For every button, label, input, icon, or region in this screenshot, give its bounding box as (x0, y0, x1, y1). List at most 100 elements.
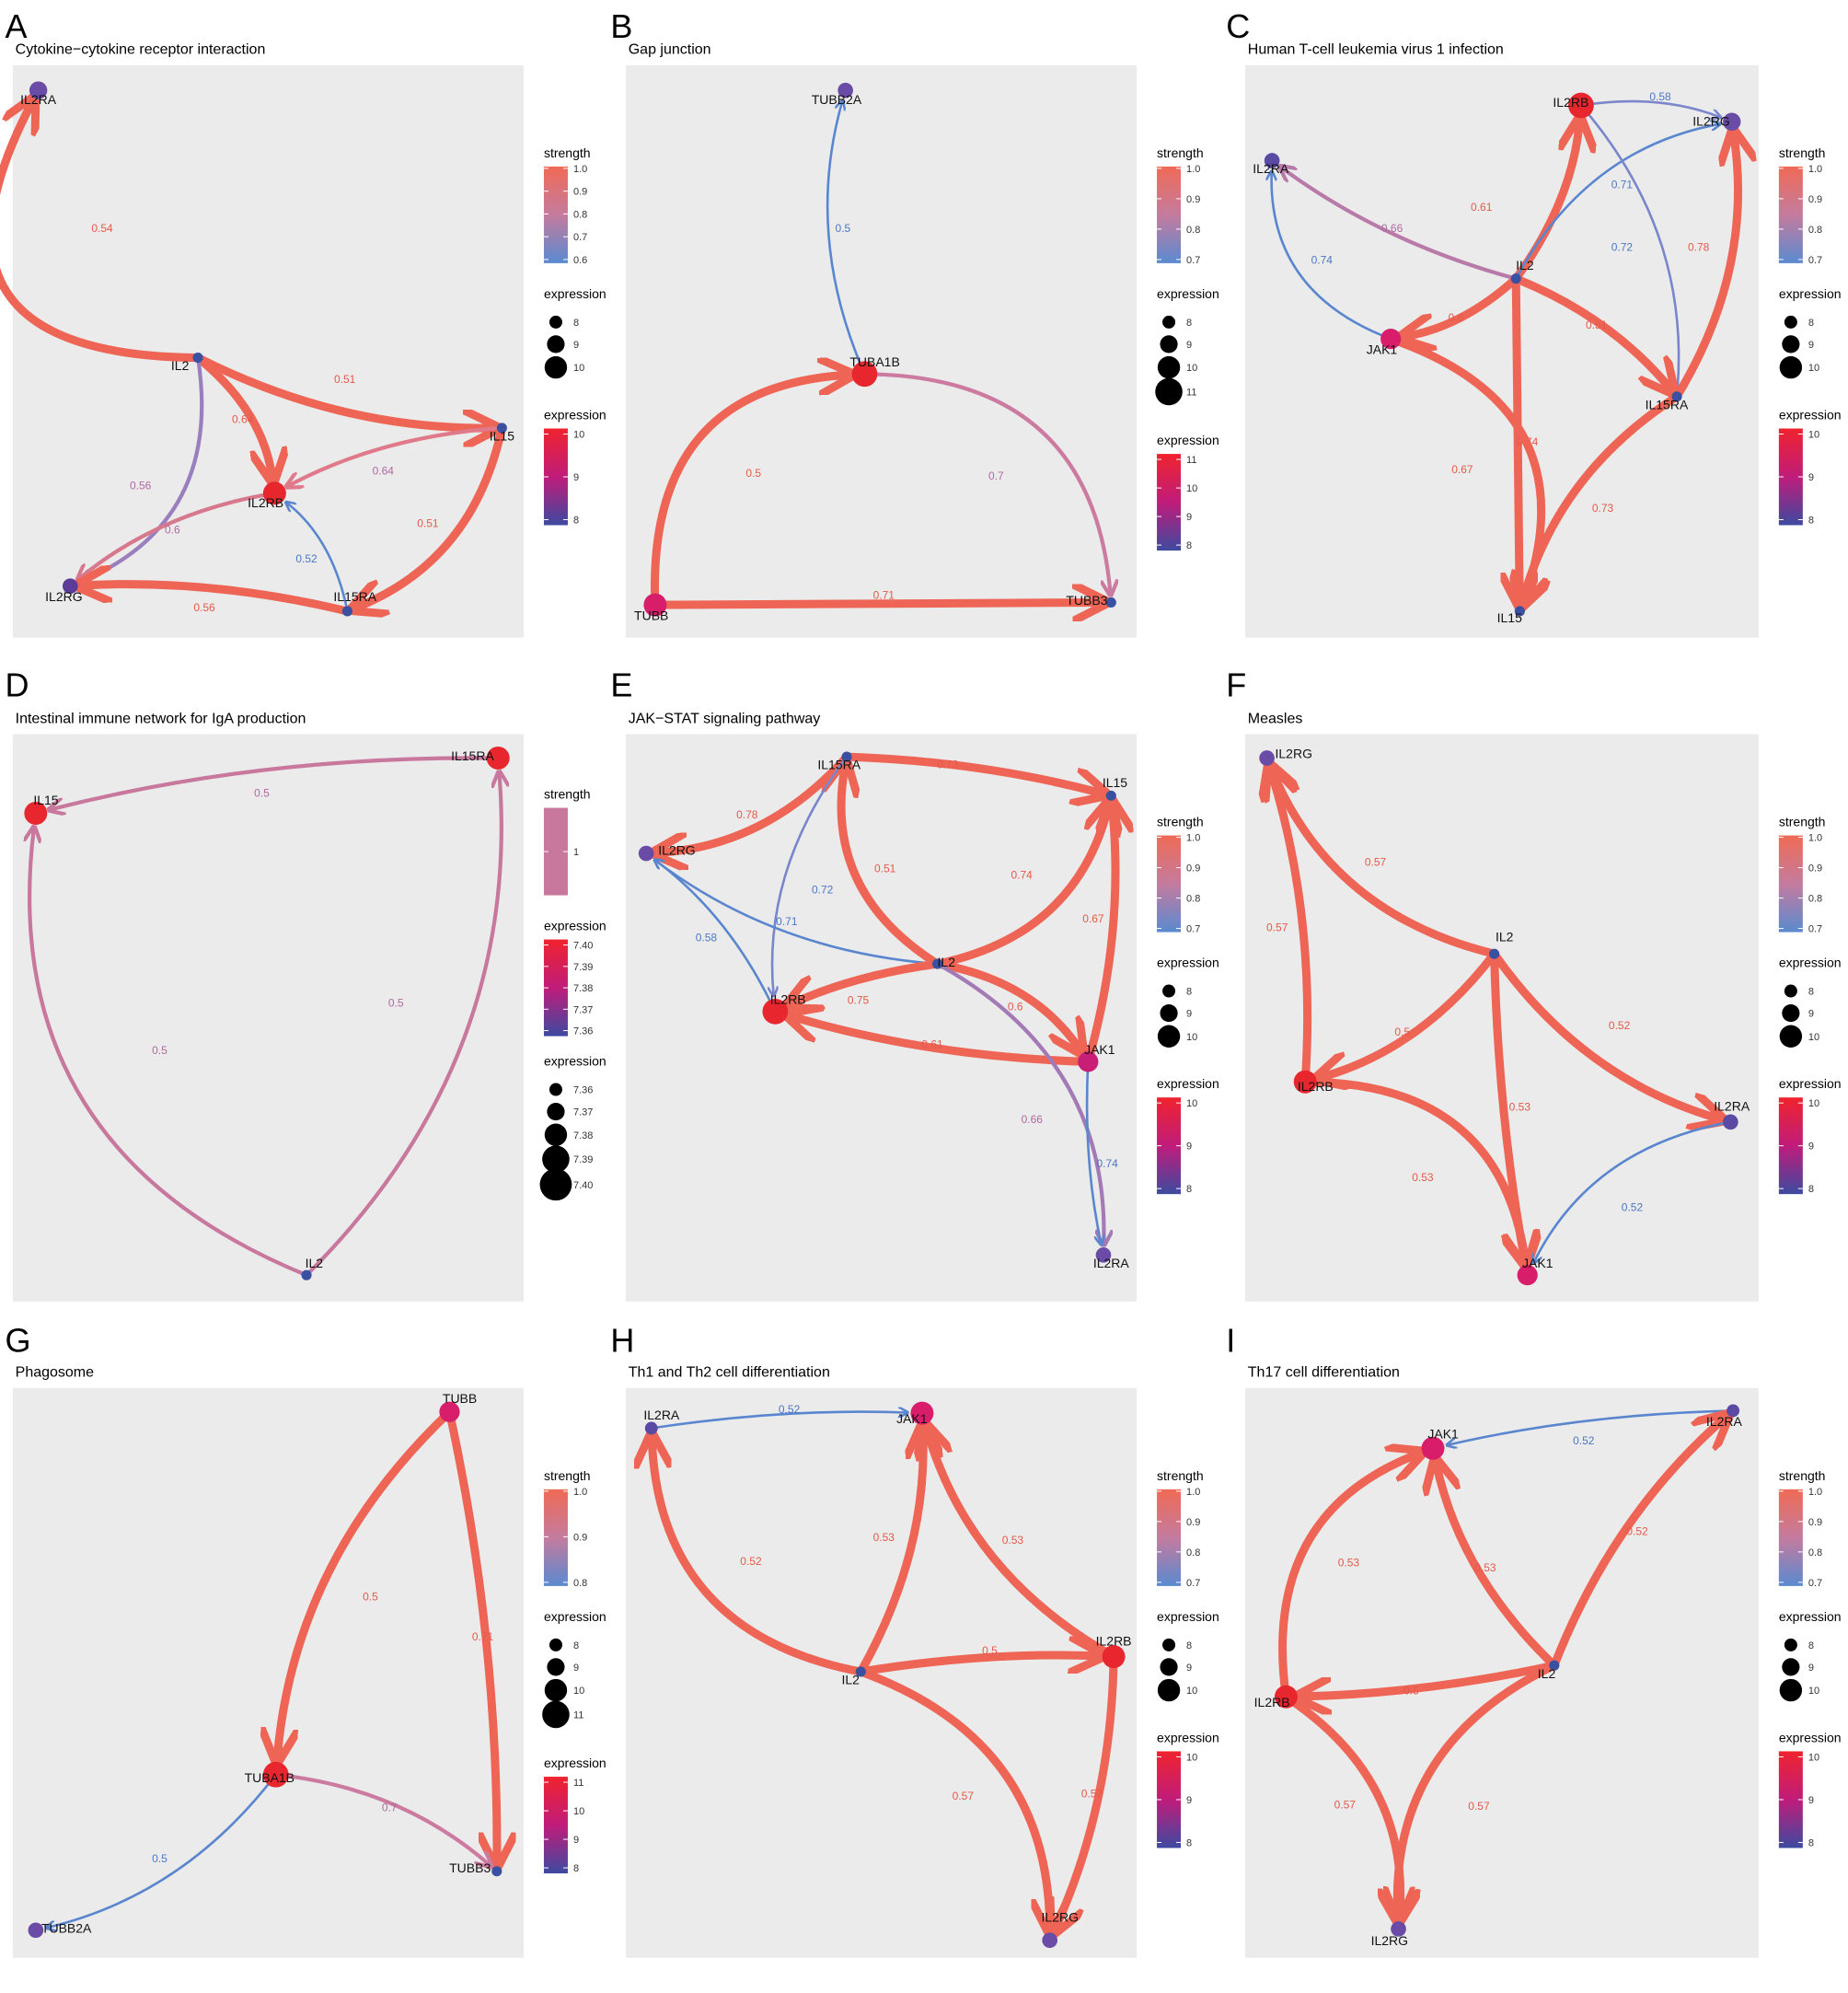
edge (1514, 274, 1671, 390)
color-tick: 10 (573, 429, 584, 440)
edge (927, 1428, 1116, 1661)
panel-title: Human T-cell leukemia virus 1 infection (1248, 42, 1504, 58)
edge (791, 1016, 1089, 1066)
edge (654, 603, 1103, 606)
edge (936, 959, 1080, 1050)
legend-title-strength: strength (544, 145, 591, 160)
panel-letter: I (1226, 1321, 1235, 1359)
edge-label: 0.52 (1609, 1019, 1631, 1032)
legend: strength 1.0 0.9 0.8 0.7 expression 8 9 10 expres… (1778, 145, 1842, 526)
color-tick: 9 (1186, 1795, 1192, 1806)
color-tick: 8 (1186, 1837, 1192, 1848)
strength-tick: 0.8 (1808, 1547, 1822, 1558)
edge-label: 0.61 (1471, 201, 1493, 214)
node-label: JAK1 (1367, 342, 1398, 356)
size-tick: 10 (1186, 1686, 1197, 1697)
edge (1305, 1077, 1525, 1261)
legend-title-expression-color: expression (1157, 1076, 1219, 1091)
edge (651, 375, 848, 606)
strength-tick: 0.7 (1186, 255, 1200, 266)
color-tick: 7.37 (573, 1004, 593, 1015)
node-il2ra (29, 81, 48, 99)
strength-tick: 0.7 (1808, 255, 1822, 266)
legend-title-strength: strength (1779, 815, 1826, 829)
size-tick: 10 (573, 363, 584, 374)
edge-label: 0.73 (1592, 502, 1614, 515)
node-il2rg (1723, 112, 1741, 131)
node-label: IL2RA (1253, 161, 1289, 176)
edge-label: 0.52 (1626, 1524, 1648, 1537)
edge-label: 0.58 (1649, 90, 1671, 103)
edge-label: 0.57 (953, 1790, 975, 1802)
edge-label: 0.6 (1008, 1000, 1023, 1013)
strength-tick: 0.8 (1186, 894, 1200, 905)
node-il2 (1510, 273, 1521, 284)
edge (1055, 1656, 1118, 1930)
node-label: IL15RA (1646, 397, 1689, 411)
strength-tick: 1 (573, 847, 579, 858)
node-label: JAK1 (896, 1411, 928, 1426)
panel-letter: B (610, 7, 632, 45)
color-tick: 10 (1186, 483, 1197, 494)
edge-label: 0.57 (1081, 1787, 1103, 1800)
strength-tick: 1.0 (1808, 833, 1822, 844)
node-il2rg (1042, 1932, 1058, 1949)
strength-tick: 0.8 (1808, 225, 1822, 236)
node-il15 (24, 801, 48, 825)
color-tick: 10 (1186, 1752, 1197, 1763)
color-tick: 9 (1808, 1141, 1814, 1153)
edge (1550, 1418, 1726, 1667)
edge-label: 0.78 (1688, 241, 1710, 254)
legend-title-expression-color: expression (544, 1755, 606, 1770)
strength-colorbar (1778, 835, 1803, 933)
size-key-dot (1782, 335, 1800, 353)
strength-colorbar (1157, 835, 1182, 933)
strength-tick: 0.9 (573, 1532, 587, 1543)
legend-title-strength: strength (544, 787, 591, 802)
legend-title-expression-size: expression (1779, 1609, 1842, 1624)
legend-title-expression-size: expression (1157, 1609, 1219, 1624)
edge-label: 0.5 (982, 1644, 998, 1657)
edge-label: 0.66 (1022, 1113, 1044, 1126)
node-il2 (1489, 948, 1500, 959)
strength-tick: 0.9 (1808, 1517, 1822, 1528)
node-label: IL2 (171, 358, 190, 373)
color-tick: 8 (1808, 1837, 1814, 1848)
node-label: IL2RG (658, 842, 695, 857)
edge (1673, 134, 1738, 400)
edge (288, 425, 502, 486)
node-il2rb (1274, 1685, 1298, 1709)
edge (1515, 124, 1719, 280)
legend-title-expression-color: expression (544, 407, 606, 422)
node-jak1 (1517, 1265, 1538, 1286)
strength-tick: 0.8 (1186, 225, 1200, 236)
color-tick: 7.38 (573, 983, 593, 994)
color-tick: 8 (1808, 1184, 1814, 1195)
size-key-dot (1784, 984, 1797, 998)
edge (859, 1667, 1049, 1929)
node-label: TUBB2A (41, 1921, 92, 1936)
edge (1437, 1464, 1557, 1669)
panel-h: H Th1 and Th2 cell differentiation 0.52 0.5… (610, 1321, 1219, 1958)
node-label: IL2RB (770, 992, 806, 1007)
size-tick: 11 (573, 1709, 583, 1721)
edge-label: 0.5 (1403, 1685, 1419, 1698)
strength-tick: 0.7 (1808, 1578, 1822, 1589)
edge-label: 0.58 (696, 932, 718, 944)
color-tick: 11 (573, 1778, 583, 1789)
strength-colorbar (1157, 1489, 1182, 1586)
size-tick: 8 (1186, 1640, 1192, 1651)
size-key-dot (1784, 315, 1797, 329)
edge-label: 0.53 (1002, 1534, 1024, 1547)
color-tick: 10 (573, 1806, 584, 1817)
color-tick: 7.36 (573, 1026, 593, 1037)
plot-background (625, 1387, 1138, 1958)
node-tubb (439, 1401, 460, 1422)
edge (1281, 168, 1517, 281)
edge (655, 861, 777, 1013)
edge-label: 0.52 (1573, 1434, 1595, 1447)
strength-tick: 0.9 (1186, 194, 1200, 205)
node-jak1 (910, 1401, 934, 1425)
